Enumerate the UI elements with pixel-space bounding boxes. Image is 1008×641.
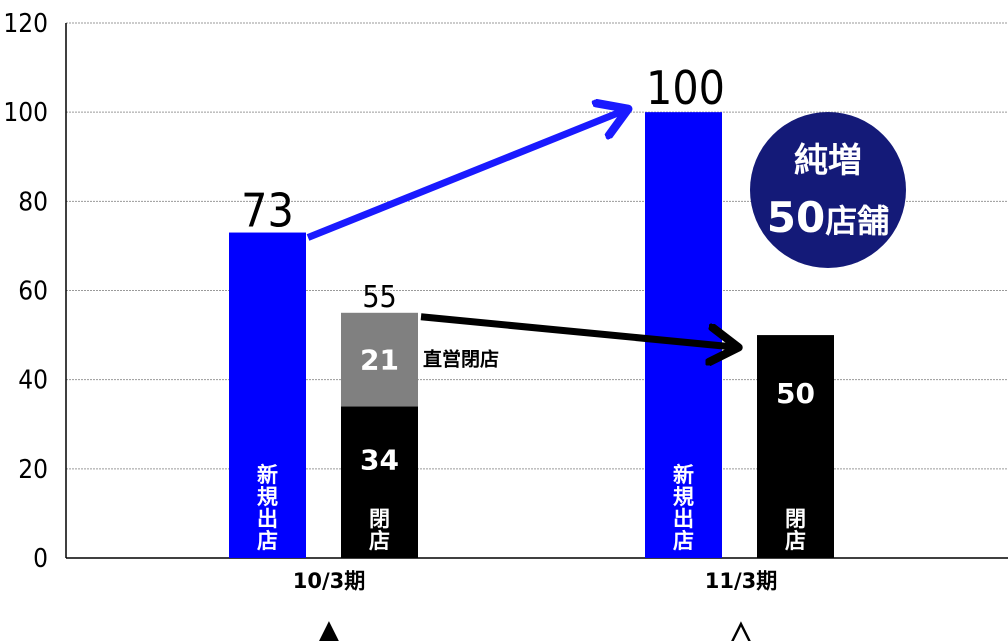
growth-arrow — [306, 110, 625, 241]
vertical-label-char: 出 — [673, 507, 694, 531]
value-label-new-2011: 100 — [646, 61, 725, 115]
bar-closures-2010 — [341, 406, 418, 558]
vertical-label-char: 規 — [673, 485, 694, 509]
value-label-closure-total-2010: 55 — [362, 280, 396, 315]
value-label-closures-2010: 34 — [360, 443, 399, 476]
vertical-label-char: 店 — [369, 529, 390, 553]
y-tick-label: 60 — [18, 277, 48, 307]
badge-unit: 店舗 — [825, 202, 889, 240]
y-tick-label: 100 — [3, 98, 48, 128]
y-tick-label: 120 — [3, 9, 48, 39]
y-tick-label: 0 — [33, 544, 48, 574]
vertical-label-char: 閉 — [369, 507, 390, 531]
closure-arrow — [420, 313, 735, 347]
badge-line2: 50店舗 — [767, 193, 889, 242]
bar-closures-2011 — [757, 335, 834, 558]
category-label-2010: 10/3期 — [293, 569, 366, 593]
y-axis: 0 20 40 60 80 100 120 — [3, 9, 1008, 574]
category-label-2011: 11/3期 — [705, 569, 778, 593]
vertical-label-char: 店 — [785, 529, 806, 553]
bar-new-stores-2010 — [229, 232, 306, 558]
y-tick-label: 80 — [18, 187, 48, 217]
value-label-direct-closures-2010: 21 — [360, 344, 399, 377]
gridlines — [66, 22, 1008, 470]
y-tick-label: 20 — [18, 455, 48, 485]
vertical-label-char: 店 — [257, 529, 278, 553]
value-label-new-2010: 73 — [241, 184, 294, 238]
annotation-direct-closure: 直営閉店 — [423, 348, 499, 371]
badge-line1: 純増 — [794, 141, 862, 181]
vertical-label-char: 店 — [673, 529, 694, 553]
vertical-label-char: 出 — [257, 507, 278, 531]
vertical-label-char: 新 — [673, 463, 694, 487]
bar-direct-closures-2010 — [341, 312, 418, 407]
filled-triangle-icon: ▲ — [311, 608, 348, 641]
badge-circle — [750, 112, 906, 268]
outline-triangle-icon: △ — [723, 608, 760, 641]
vertical-label-char: 閉 — [785, 507, 806, 531]
vertical-label-char: 新 — [257, 463, 278, 487]
net-increase-badge: 純増 50店舗 — [750, 112, 906, 268]
badge-number: 50 — [767, 193, 825, 242]
y-tick-label: 40 — [18, 366, 48, 396]
value-label-closures-2011: 50 — [776, 377, 815, 410]
vertical-label-char: 規 — [257, 485, 278, 509]
